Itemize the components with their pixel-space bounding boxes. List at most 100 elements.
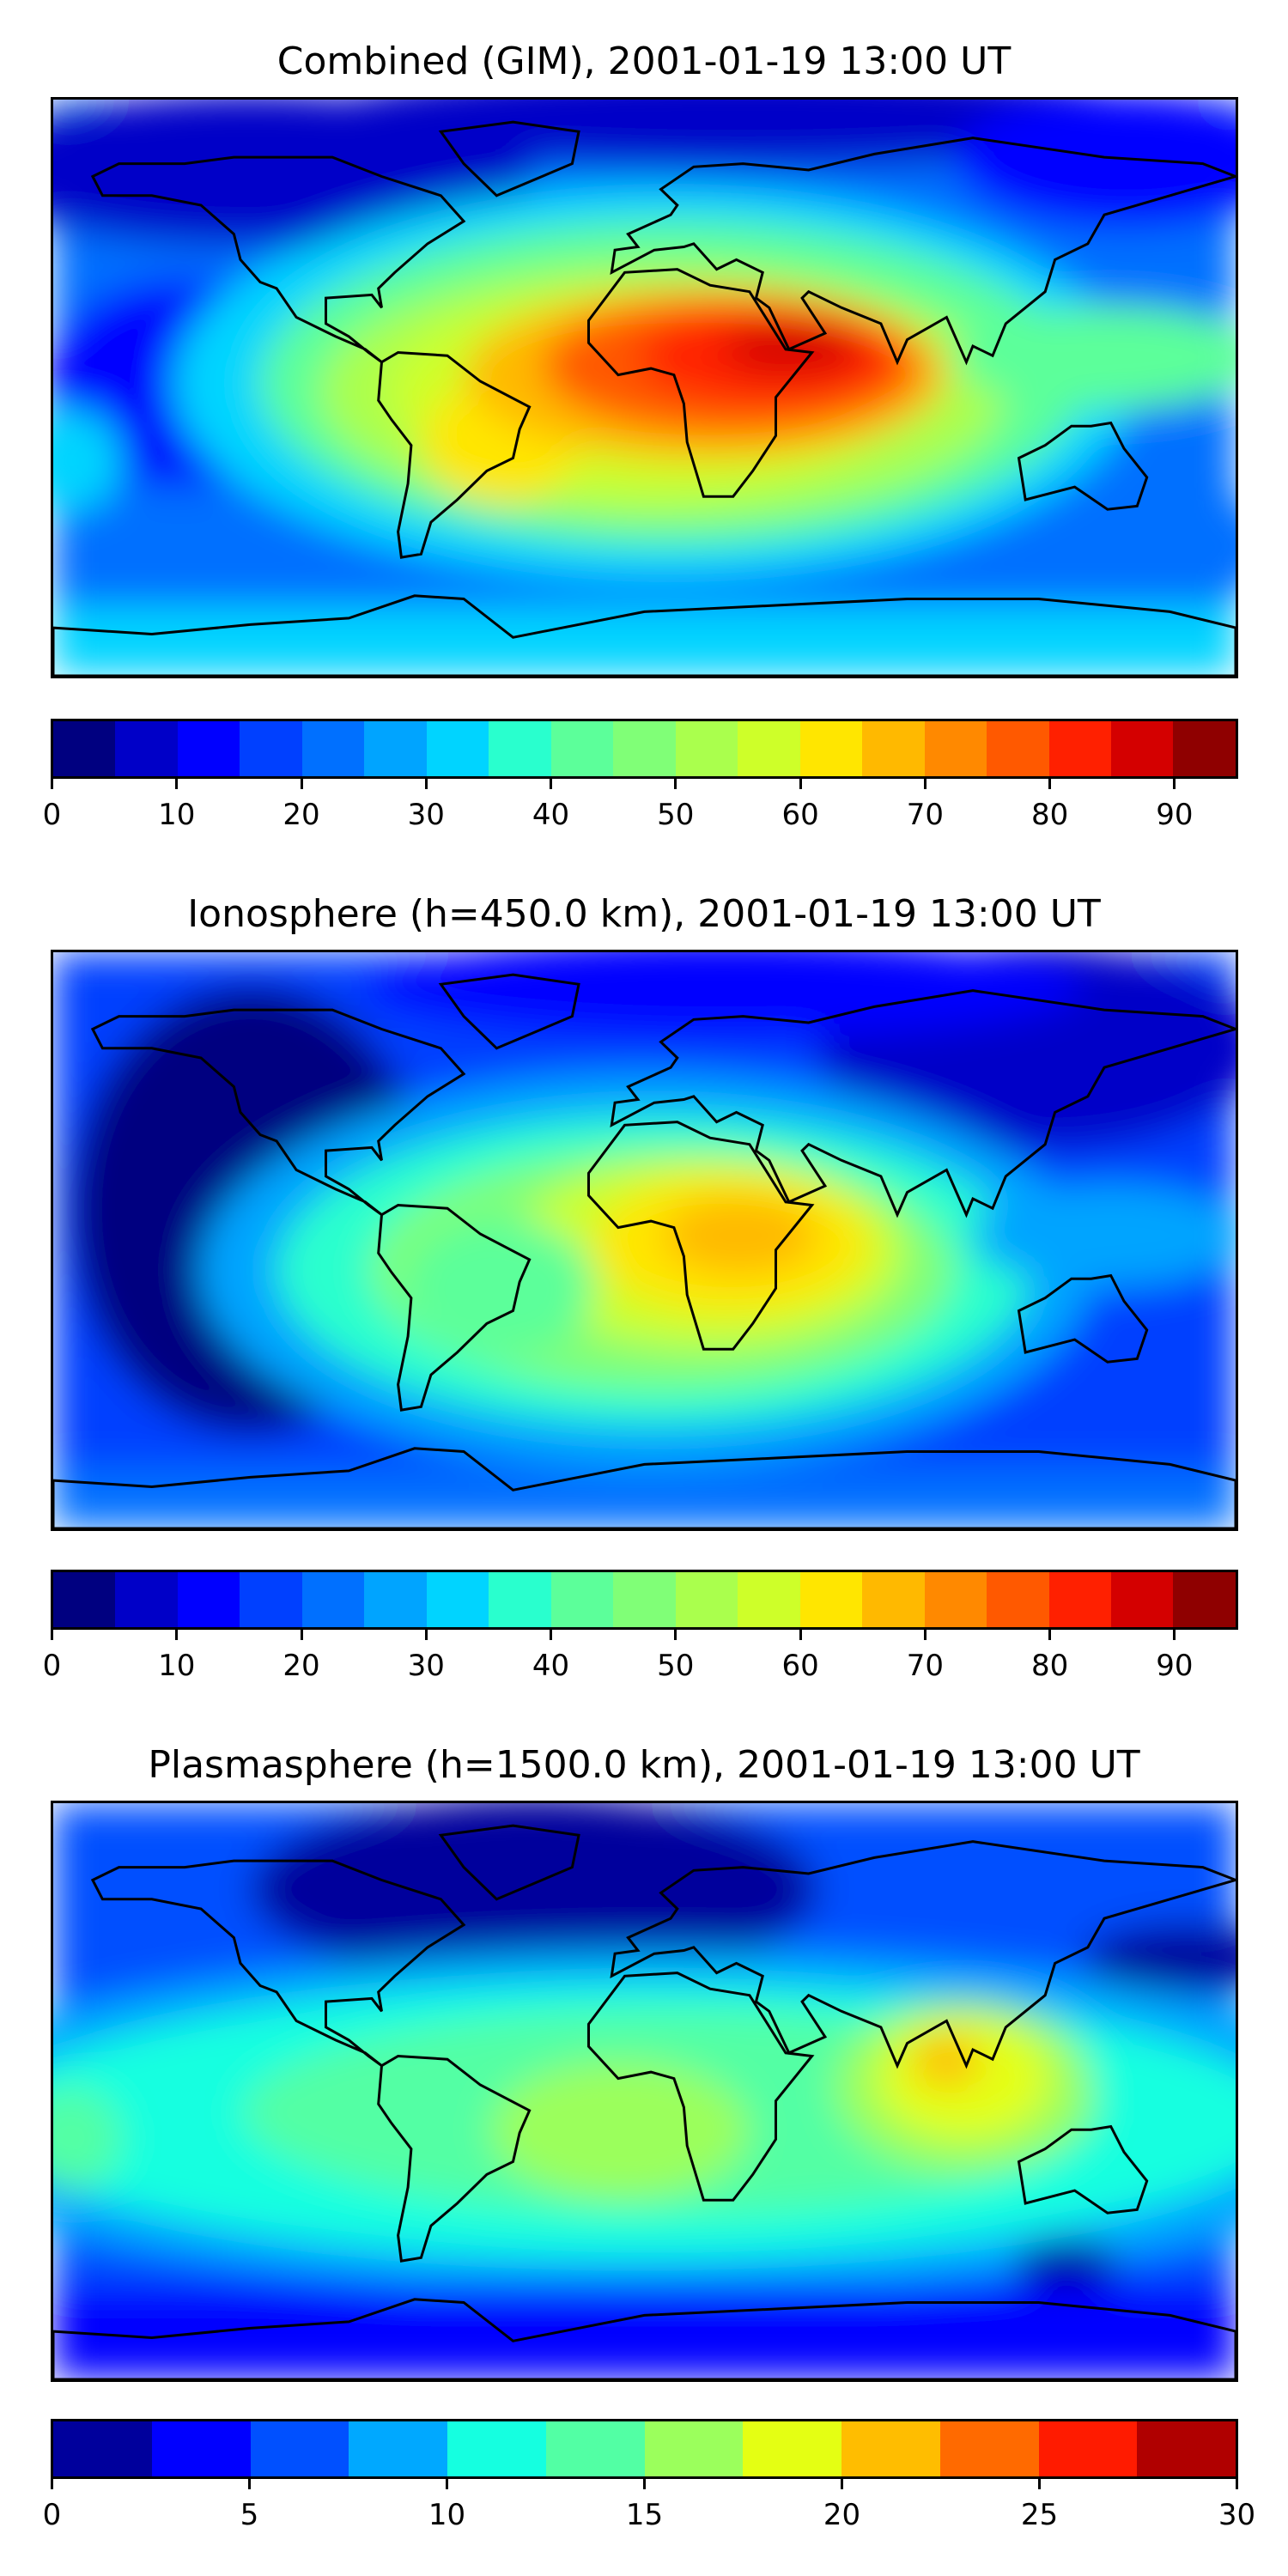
colorbar-tick-mark xyxy=(799,1630,802,1640)
coastline-antarctica-edge xyxy=(53,2298,1236,2379)
tec-contour-region xyxy=(912,2035,981,2087)
panel-2-colorbar xyxy=(51,1570,1238,1630)
colorbar-segment xyxy=(613,1572,676,1627)
colorbar-segment xyxy=(738,1572,800,1627)
coastline-antarctica-edge xyxy=(53,1447,1236,1528)
colorbar-segment xyxy=(115,1572,178,1627)
colorbar-tick-mark xyxy=(51,2479,53,2489)
coastline-australia xyxy=(1017,2124,1149,2215)
panel-3-colorbar xyxy=(51,2419,1238,2479)
panel-1-colorbar-ticks: 0 10 20 30 40 50 60 70 80 90 xyxy=(43,779,1238,832)
tec-contour-region xyxy=(491,2061,749,2198)
coastline-eurasia xyxy=(610,989,1236,1218)
colorbar-tick-mark xyxy=(841,2479,843,2489)
colorbar-segment xyxy=(799,1572,863,1627)
panel-2-colorbar-ticks: 0 10 20 30 40 50 60 70 80 90 xyxy=(43,1630,1238,1683)
colorbar-segment xyxy=(1137,2421,1236,2476)
colorbar-tick-label: 30 xyxy=(1218,2498,1256,2532)
tec-contour-region xyxy=(1015,2241,1118,2293)
colorbar-tick-mark xyxy=(799,779,802,789)
colorbar-tick-label: 60 xyxy=(781,1649,819,1683)
colorbar-segment xyxy=(924,1572,987,1627)
colorbar-tick-label: 70 xyxy=(906,798,944,832)
colorbar-segment xyxy=(644,2421,744,2476)
coastline-south-america xyxy=(377,350,532,559)
colorbar-tick-label: 25 xyxy=(1020,2498,1059,2532)
colorbar-segment xyxy=(489,1572,551,1627)
panel-1-map xyxy=(51,97,1238,678)
colorbar-segment xyxy=(862,721,925,776)
colorbar-tick-mark xyxy=(175,1630,179,1640)
colorbar-segment xyxy=(1038,2421,1138,2476)
colorbar-tick-label: 60 xyxy=(781,798,819,832)
coastline-africa xyxy=(587,1971,815,2202)
tec-contour-region xyxy=(663,1197,817,1274)
colorbar-tick-mark xyxy=(300,779,303,789)
colorbar-tick-label: 5 xyxy=(240,2498,259,2532)
colorbar-tick-mark xyxy=(424,1630,428,1640)
tec-contour-region xyxy=(955,306,1236,409)
coastline-eurasia xyxy=(610,1840,1236,2069)
panel-3-title: Plasmasphere (h=1500.0 km), 2001-01-19 1… xyxy=(148,1743,1140,1787)
panel-2-map xyxy=(51,950,1238,1531)
tec-contour-region xyxy=(53,1467,1236,1528)
colorbar-tick-mark xyxy=(550,1630,553,1640)
coastline-south-america xyxy=(377,1203,532,1412)
colorbar-segment xyxy=(489,721,551,776)
panel-1-title: Combined (GIM), 2001-01-19 13:00 UT xyxy=(276,39,1012,83)
colorbar-tick-label: 90 xyxy=(1156,798,1194,832)
colorbar-segment xyxy=(53,1572,116,1627)
colorbar-tick-label: 70 xyxy=(906,1649,944,1683)
colorbar-tick-mark xyxy=(923,1630,927,1640)
colorbar-tick-label: 15 xyxy=(625,2498,664,2532)
tec-contour-region xyxy=(362,952,1084,1038)
colorbar-tick-label: 90 xyxy=(1156,1649,1194,1683)
colorbar-segment xyxy=(301,1572,365,1627)
colorbar-segment xyxy=(738,721,800,776)
colorbar-tick-label: 20 xyxy=(283,1649,320,1683)
colorbar-tick-mark xyxy=(1173,779,1176,789)
colorbar-tick-label: 40 xyxy=(532,1649,570,1683)
colorbar-tick-label: 30 xyxy=(407,1649,445,1683)
panel-2-title: Ionosphere (h=450.0 km), 2001-01-19 13:0… xyxy=(187,892,1101,936)
colorbar-segment xyxy=(349,2421,447,2476)
colorbar-segment xyxy=(1048,721,1111,776)
colorbar-tick-label: 80 xyxy=(1030,1649,1069,1683)
coastline-south-america xyxy=(377,2054,532,2263)
colorbar-tick-mark xyxy=(1048,1630,1052,1640)
colorbar-segment xyxy=(240,721,302,776)
colorbar-segment xyxy=(799,721,863,776)
colorbar-tick-label: 0 xyxy=(42,2498,62,2532)
panel-3-map xyxy=(51,1801,1238,2382)
colorbar-tick-mark xyxy=(674,1630,677,1640)
colorbar-segment xyxy=(545,2421,645,2476)
panel-3-colorbar-ticks: 0 5 10 15 20 25 30 xyxy=(43,2479,1255,2532)
colorbar-segment xyxy=(1173,1572,1236,1627)
colorbar-tick-label: 0 xyxy=(42,1649,62,1683)
colorbar-segment xyxy=(743,2421,841,2476)
colorbar-tick-mark xyxy=(674,779,677,789)
colorbar-segment xyxy=(987,721,1049,776)
panel-1-tec-contour-map xyxy=(53,100,1236,676)
tec-contour-region xyxy=(311,100,1170,168)
colorbar-tick-mark xyxy=(1048,779,1052,789)
colorbar-segment xyxy=(862,1572,925,1627)
colorbar-tick-label: 10 xyxy=(428,2498,466,2532)
coastline-greenland xyxy=(438,973,580,1050)
coastline-australia xyxy=(1017,1273,1149,1364)
tec-contour-region xyxy=(1015,477,1236,615)
colorbar-segment xyxy=(115,721,178,776)
colorbar-tick-label: 80 xyxy=(1030,798,1069,832)
coastline-antarctica-edge xyxy=(53,594,1236,676)
colorbar-segment xyxy=(675,1572,738,1627)
tec-contour-region xyxy=(972,1184,1236,1287)
colorbar-tick-mark xyxy=(923,779,927,789)
colorbar-segment xyxy=(550,1572,614,1627)
coastline-africa xyxy=(587,1121,815,1351)
colorbar-segment xyxy=(1110,721,1174,776)
colorbar-segment xyxy=(924,721,987,776)
colorbar-tick-mark xyxy=(51,1630,53,1640)
colorbar-segment xyxy=(53,721,116,776)
colorbar-tick-label: 50 xyxy=(657,798,695,832)
tec-contour-region xyxy=(53,2284,1236,2379)
